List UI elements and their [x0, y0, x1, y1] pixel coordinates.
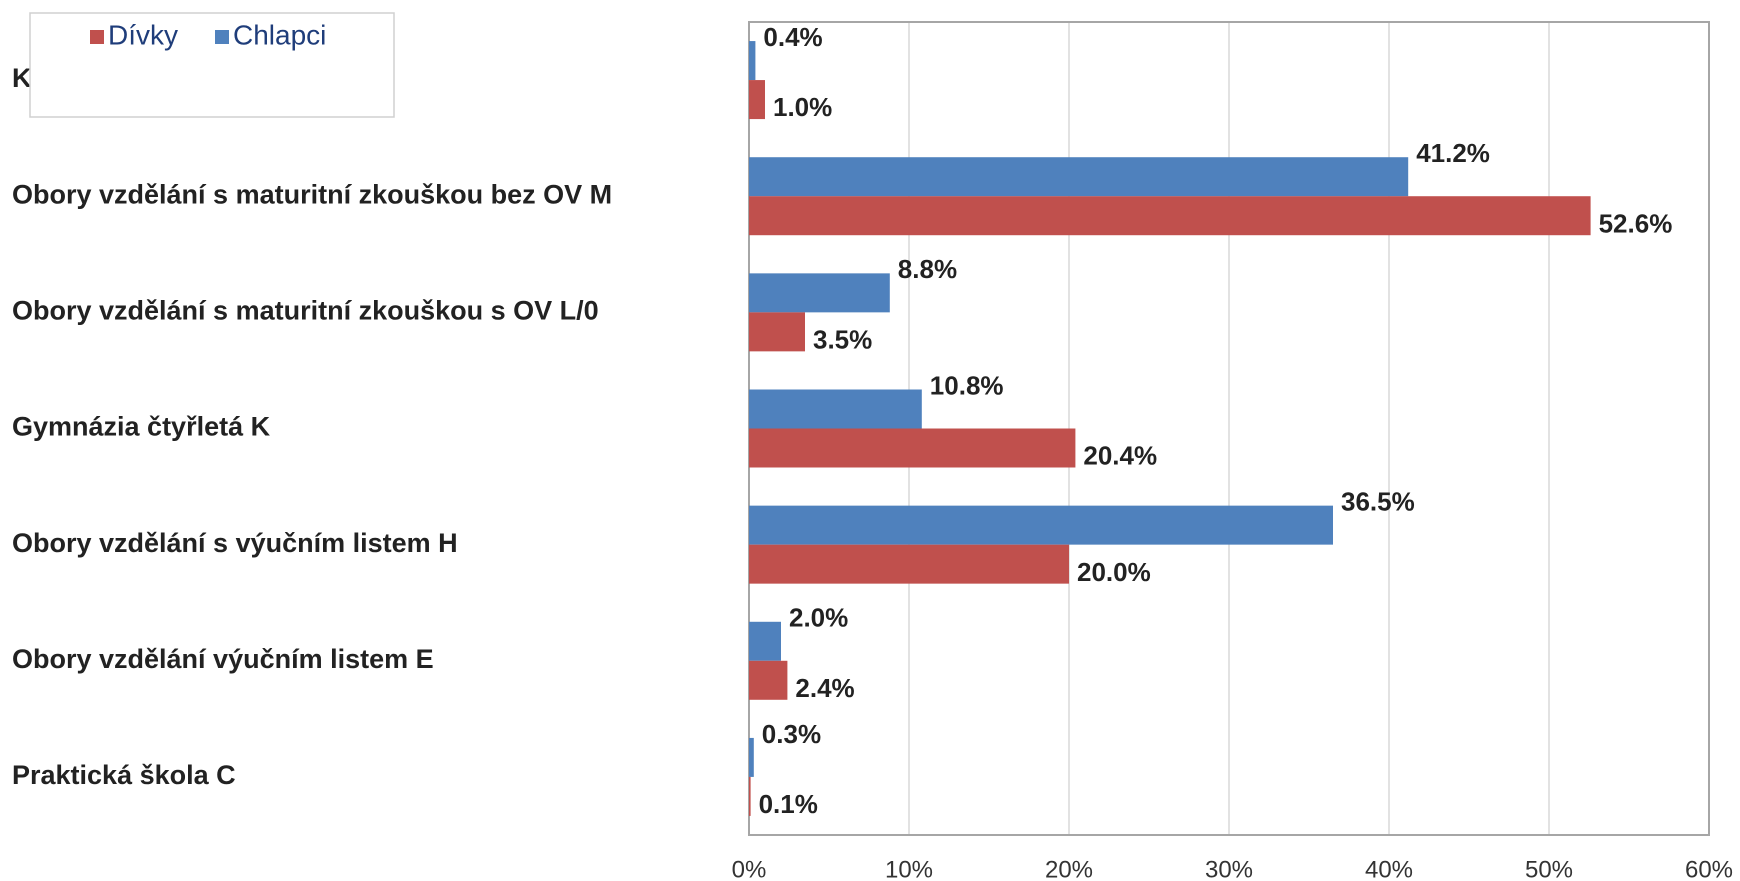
category-label: Obory vzdělání výučním listem E [12, 644, 434, 674]
legend-label: Dívky [108, 19, 178, 50]
legend-label: Chlapci [233, 19, 326, 50]
data-label: 0.3% [762, 719, 821, 749]
category-label: Praktická škola C [12, 760, 236, 790]
category-label: Obory vzdělání s maturitní zkouškou bez … [12, 179, 612, 209]
x-tick-label: 0% [732, 856, 767, 881]
x-tick-label: 20% [1045, 856, 1093, 881]
data-label: 2.0% [789, 603, 848, 633]
data-label: 1.0% [773, 92, 832, 122]
data-label: 20.4% [1083, 441, 1157, 471]
bar [749, 273, 890, 313]
x-tick-label: 60% [1685, 856, 1733, 881]
bar [749, 389, 922, 429]
x-tick-label: 40% [1365, 856, 1413, 881]
data-label: 36.5% [1341, 487, 1415, 517]
bar [749, 41, 756, 81]
data-label: 0.1% [759, 789, 818, 819]
category-label: Obory vzdělání s výučním listem H [12, 528, 458, 558]
data-label: 41.2% [1416, 138, 1490, 168]
bar [749, 660, 788, 700]
x-tick-label: 10% [885, 856, 933, 881]
x-tick-label: 50% [1525, 856, 1573, 881]
legend-swatch [215, 30, 229, 44]
data-label: 52.6% [1599, 208, 1673, 238]
data-label: 10.8% [930, 370, 1004, 400]
legend-swatch [90, 30, 104, 44]
data-label: 0.4% [763, 22, 822, 52]
bar [749, 428, 1076, 468]
bar [749, 737, 754, 777]
data-label: 3.5% [813, 324, 872, 354]
x-tick-label: 30% [1205, 856, 1253, 881]
category-label: Gymnázia čtyřletá K [12, 412, 271, 442]
bar [749, 776, 751, 816]
bar [749, 505, 1333, 545]
data-label: 2.4% [795, 673, 854, 703]
data-label: 8.8% [898, 254, 957, 284]
bar [749, 312, 805, 352]
legend-box [29, 12, 395, 118]
data-label: 20.0% [1077, 557, 1151, 587]
bar [749, 157, 1409, 197]
bar [749, 80, 765, 120]
category-label: Obory vzdělání s maturitní zkouškou s OV… [12, 295, 599, 325]
bar [749, 621, 781, 661]
category-label: K [12, 63, 32, 93]
bar [749, 544, 1069, 584]
bar [749, 196, 1591, 236]
